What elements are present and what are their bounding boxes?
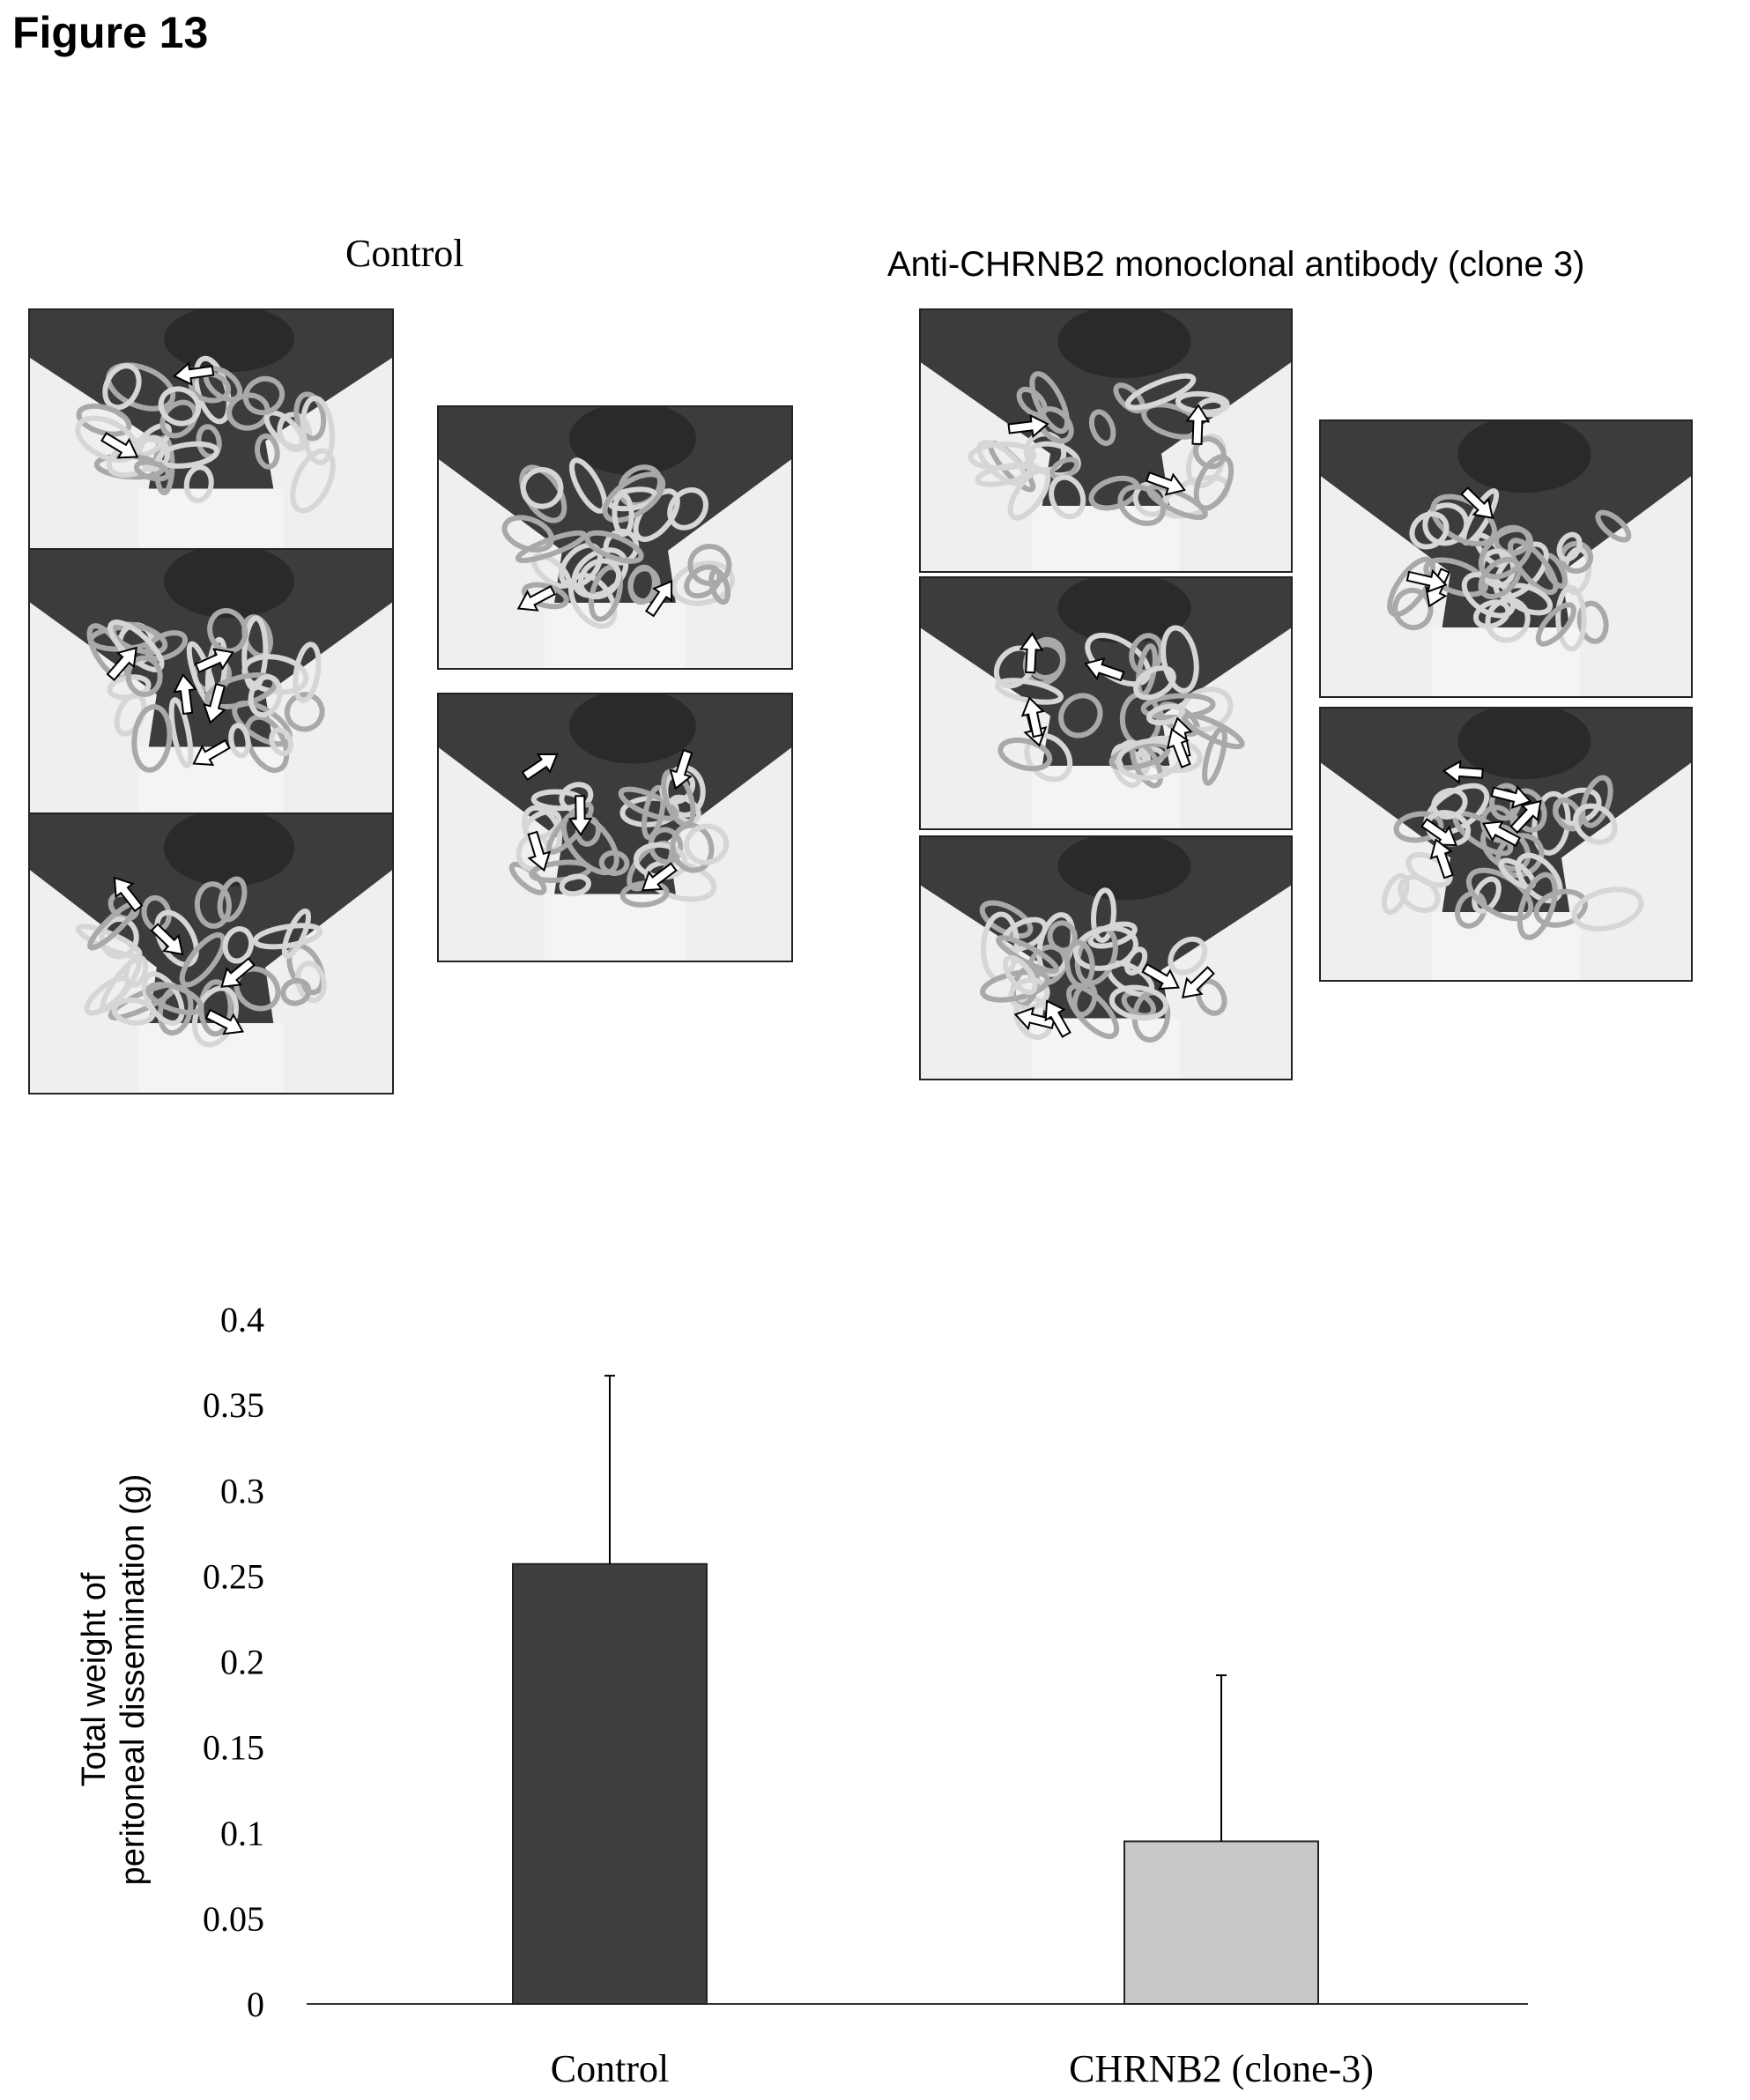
treated-photo-5 bbox=[1319, 707, 1693, 982]
control-photo-2 bbox=[28, 548, 394, 814]
bar-1 bbox=[512, 1562, 708, 2005]
y-tick-label: 0.15 bbox=[203, 1728, 264, 1768]
control-photo-4 bbox=[437, 405, 793, 670]
treated-photo-1 bbox=[919, 308, 1293, 573]
y-tick-label: 0.05 bbox=[203, 1899, 264, 1939]
control-photo-5 bbox=[437, 693, 793, 962]
x-category-label-2: CHRNB2 (clone-3) bbox=[1069, 2047, 1374, 2090]
y-tick-label: 0 bbox=[247, 1985, 264, 2024]
control-group-label: Control bbox=[345, 232, 464, 275]
x-category-label-1: Control bbox=[551, 2047, 669, 2090]
control-photo-3 bbox=[28, 813, 394, 1095]
chart-svg: 0 0.05 0.1 0.15 0.2 0.25 0.3 0.35 0.4 Control CHRN… bbox=[203, 1300, 1528, 2090]
treated-photo-4 bbox=[1319, 419, 1693, 698]
y-tick-label: 0.2 bbox=[220, 1643, 264, 1682]
treated-group-label: Anti-CHRNB2 monoclonal antibody (clone 3… bbox=[887, 245, 1585, 284]
y-tick-label: 0.1 bbox=[220, 1814, 264, 1853]
control-photo-1 bbox=[28, 308, 394, 550]
treated-photo-2 bbox=[919, 576, 1293, 830]
y-tick-label: 0.25 bbox=[203, 1556, 264, 1596]
y-tick-label: 0.4 bbox=[220, 1300, 264, 1339]
y-tick-label: 0.3 bbox=[220, 1471, 264, 1510]
y-tick-label: 0.35 bbox=[203, 1385, 264, 1425]
figure-title: Figure 13 bbox=[12, 8, 209, 57]
treated-photo-3 bbox=[919, 835, 1293, 1080]
bar-chart: Total weight of peritoneal dissemination… bbox=[0, 1269, 1750, 2100]
bar-2 bbox=[1123, 1840, 1319, 2006]
